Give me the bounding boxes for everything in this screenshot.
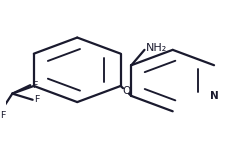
Text: F: F <box>0 111 5 120</box>
Text: O: O <box>122 86 130 96</box>
Text: NH₂: NH₂ <box>146 42 167 53</box>
Text: N: N <box>210 91 219 101</box>
Text: F: F <box>35 95 40 104</box>
Text: F: F <box>32 81 37 90</box>
